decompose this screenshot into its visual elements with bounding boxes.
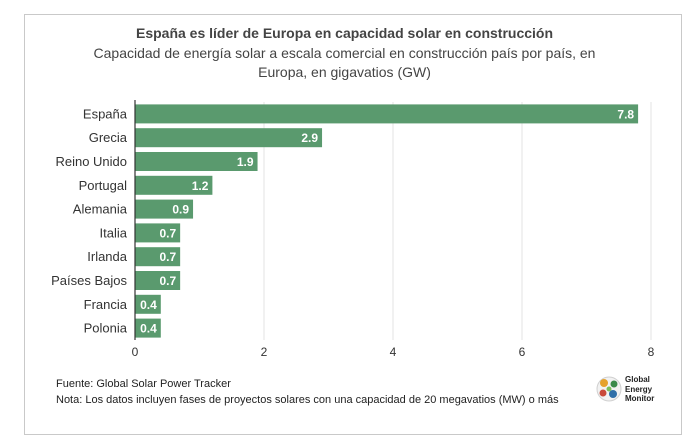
data-label: 2.9 — [301, 131, 318, 145]
bar — [135, 318, 161, 338]
data-label: 0.7 — [159, 274, 176, 288]
data-label: 1.9 — [237, 155, 254, 169]
logo-line-2: Energy — [625, 384, 653, 394]
logo-text: Global Energy Monitor — [625, 375, 654, 404]
logo-line-3: Monitor — [625, 394, 655, 403]
data-label: 0.7 — [159, 226, 176, 240]
data-label: 0.4 — [140, 322, 157, 336]
bar — [135, 104, 639, 124]
category-label: Portugal — [79, 178, 128, 193]
category-label: Polonia — [84, 321, 128, 336]
data-label: 0.4 — [140, 298, 157, 312]
data-label: 7.8 — [617, 107, 634, 121]
data-label: 0.9 — [172, 203, 189, 217]
bar — [135, 175, 213, 195]
category-label: Francia — [84, 297, 128, 312]
x-tick-label: 2 — [261, 345, 268, 359]
data-note: Nota: Los datos incluyen fases de proyec… — [56, 394, 559, 406]
logo-line-1: Global — [625, 375, 650, 384]
bar — [135, 199, 194, 219]
bar — [135, 271, 181, 290]
chart-subtitle: Capacidad de energía solar a escala come… — [93, 45, 596, 80]
bar — [135, 247, 181, 267]
source-note: Fuente: Global Solar Power Tracker — [56, 378, 231, 390]
bar — [135, 294, 161, 314]
category-label: Países Bajos — [51, 273, 127, 288]
category-label: Italia — [100, 225, 128, 240]
category-label: España — [83, 106, 128, 121]
category-label: Alemania — [73, 202, 128, 217]
bar — [135, 128, 323, 148]
category-label: Grecia — [89, 130, 128, 145]
chart-card — [24, 14, 682, 435]
x-tick-label: 6 — [519, 345, 526, 359]
data-label: 0.7 — [159, 250, 176, 264]
bar — [135, 223, 181, 243]
bar — [135, 152, 258, 171]
global-energy-monitor-logo: Global Energy Monitor — [595, 373, 665, 407]
category-label: Reino Unido — [55, 154, 127, 169]
x-tick-label: 0 — [132, 345, 139, 359]
chart-title: España es líder de Europa en capacidad s… — [135, 25, 554, 41]
category-label: Irlanda — [87, 249, 128, 264]
x-tick-label: 8 — [648, 345, 655, 359]
globe-logo-icon — [596, 376, 622, 402]
x-tick-label: 4 — [390, 345, 397, 359]
data-label: 1.2 — [192, 179, 209, 193]
